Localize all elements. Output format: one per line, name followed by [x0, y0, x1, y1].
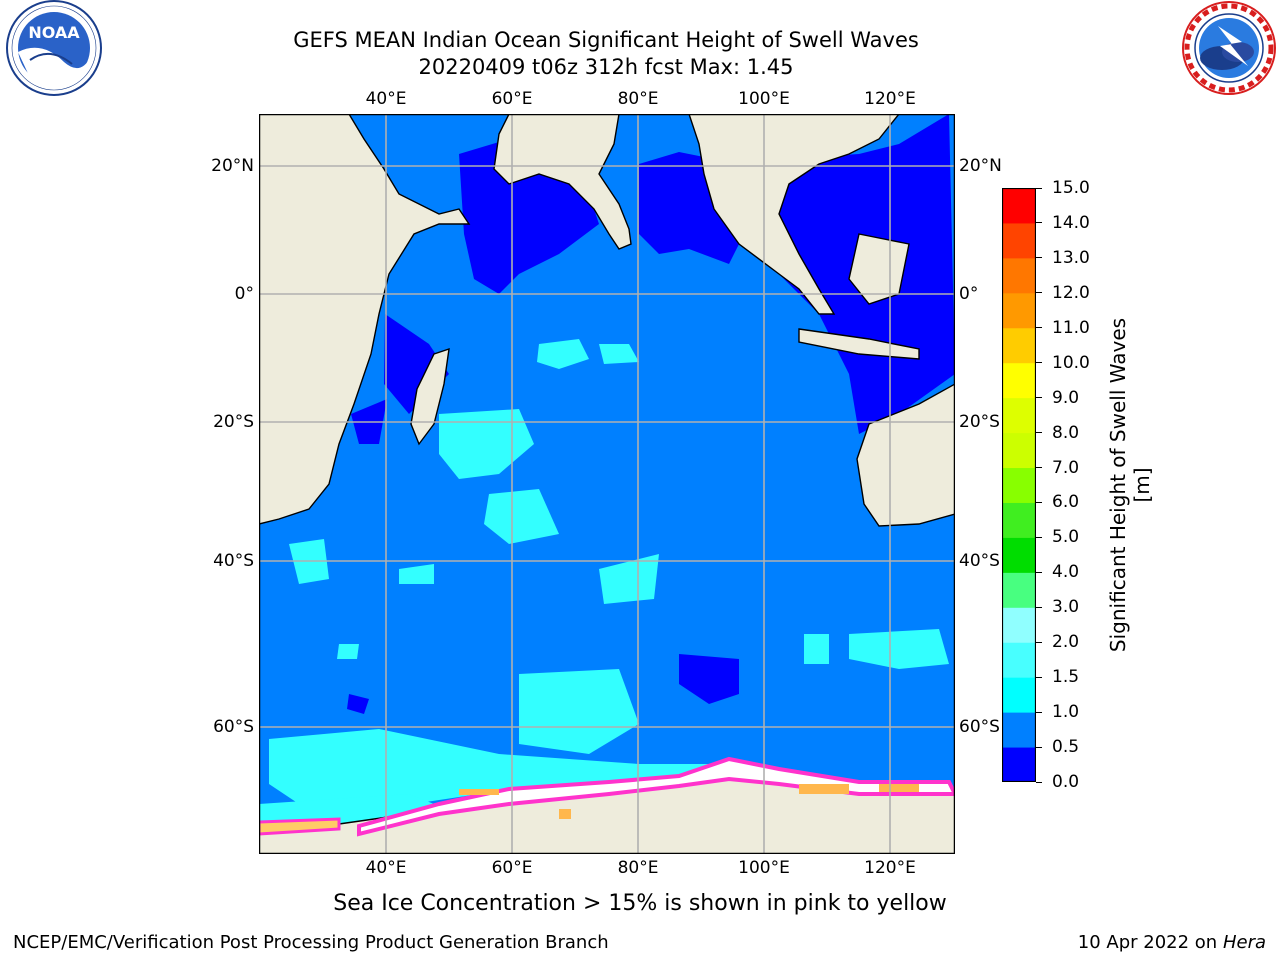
colorbar-tick-mark: [1036, 257, 1042, 259]
colorbar-tick-label: 1.0: [1052, 702, 1080, 723]
footer-left: NCEP/EMC/Verification Post Processing Pr…: [13, 932, 609, 953]
colorbar-cell: [1002, 362, 1036, 399]
colorbar-tick-label: 9.0: [1052, 387, 1080, 408]
lon-tick-top: 60°E: [491, 89, 533, 109]
colorbar-tick-mark: [1036, 292, 1042, 294]
colorbar-tick-label: 0.0: [1052, 772, 1080, 792]
lat-tick-left: 20°S: [213, 412, 254, 432]
colorbar-tick-mark: [1036, 362, 1042, 364]
lon-tick-top: 80°E: [617, 89, 659, 109]
colorbar-cell: [1002, 677, 1036, 713]
graticule: [259, 114, 955, 854]
sea-ice-edge-west: [259, 817, 341, 836]
map: [259, 114, 955, 854]
colorbar-cell: [1002, 397, 1036, 434]
colorbar-tick-label: 8.0: [1052, 422, 1080, 443]
colorbar-tick-label: 12.0: [1052, 282, 1090, 303]
lat-tick-right: 60°S: [959, 717, 1000, 737]
colorbar-tick-label: 13.0: [1052, 247, 1090, 268]
colorbar-tick-mark: [1036, 746, 1042, 748]
colorbar-tick-label: 5.0: [1052, 527, 1080, 548]
lon-tick-bottom: 80°E: [617, 858, 659, 878]
colorbar-tick-mark: [1036, 222, 1042, 224]
lat-tick-right: 20°N: [959, 156, 1002, 176]
lon-tick-top: 40°E: [365, 89, 407, 109]
colorbar-tick-label: 6.0: [1052, 492, 1080, 513]
footer-host: Hera: [1222, 932, 1266, 953]
lon-tick-top: 120°E: [864, 89, 916, 109]
colorbar-tick-mark: [1036, 781, 1042, 783]
colorbar-tick-label: 1.5: [1052, 667, 1080, 688]
colorbar-tick-label: 15.0: [1052, 178, 1090, 198]
colorbar-tick-label: 0.5: [1052, 737, 1080, 758]
colorbar-cell: [1002, 712, 1036, 748]
colorbar-tick-mark: [1036, 641, 1042, 643]
map-border: [259, 114, 955, 854]
footer-right: 10 Apr 2022 on Hera: [1078, 932, 1266, 953]
colorbar-tick-mark: [1036, 187, 1042, 189]
colorbar-cell: [1002, 432, 1036, 469]
colorbar-cell: [1002, 292, 1036, 329]
title-line-1: GEFS MEAN Indian Ocean Significant Heigh…: [293, 28, 919, 52]
colorbar-tick-mark: [1036, 711, 1042, 713]
colorbar-tick-mark: [1036, 676, 1042, 678]
footer-caption: Sea Ice Concentration > 15% is shown in …: [333, 891, 947, 916]
colorbar-cell: [1002, 607, 1036, 643]
noaa-logo-text: NOAA: [28, 23, 80, 42]
colorbar-tick-mark: [1036, 536, 1042, 538]
title-line-2: 20220409 t06z 312h fcst Max: 1.45: [418, 55, 794, 79]
lon-tick-bottom: 60°E: [491, 858, 533, 878]
lat-tick-right: 0°: [959, 284, 979, 304]
lat-tick-left: 60°S: [213, 717, 254, 737]
sea-ice-edge: [357, 756, 955, 837]
nws-logo: [1182, 1, 1276, 95]
colorbar-cell: [1002, 257, 1036, 294]
colorbar-cell: [1002, 502, 1036, 538]
colorbar-cell: [1002, 327, 1036, 364]
colorbar-cell: [1002, 537, 1036, 573]
colorbar-tick-mark: [1036, 571, 1042, 573]
sea-ice-yellow-patches: [459, 784, 919, 819]
colorbar-label: Significant Height of Swell Waves [m]: [1106, 317, 1154, 653]
lon-tick-bottom: 120°E: [864, 858, 916, 878]
colorbar-tick-mark: [1036, 327, 1042, 329]
colorbar-tick-mark: [1036, 501, 1042, 503]
lon-tick-bottom: 40°E: [365, 858, 407, 878]
lat-tick-right: 40°S: [959, 551, 1000, 571]
lat-tick-right: 20°S: [959, 412, 1000, 432]
colorbar-tick-label: 14.0: [1052, 212, 1090, 233]
colorbar-tick-mark: [1036, 467, 1042, 469]
colorbar-tick-mark: [1036, 397, 1042, 399]
colorbar-tick-mark: [1036, 432, 1042, 434]
colorbar-tick-label: 10.0: [1052, 352, 1090, 373]
colorbar-cell: [1002, 188, 1036, 224]
colorbar-tick-label: 2.0: [1052, 632, 1080, 653]
lon-tick-top: 100°E: [738, 89, 790, 109]
colorbar-tick-mark: [1036, 606, 1042, 608]
lat-tick-left: 20°N: [211, 156, 254, 176]
colorbar-cell: [1002, 467, 1036, 503]
noaa-logo: NOAA: [6, 0, 102, 96]
lat-tick-left: 40°S: [213, 551, 254, 571]
colorbar-tick-label: 4.0: [1052, 562, 1080, 583]
colorbar-tick-label: 11.0: [1052, 317, 1090, 338]
colorbar-tick-label: 7.0: [1052, 457, 1080, 478]
colorbar-tick-label: 3.0: [1052, 597, 1080, 618]
colorbar: [1002, 188, 1036, 782]
lat-tick-left: 0°: [234, 284, 254, 304]
colorbar-cell: [1002, 747, 1036, 782]
colorbar-cell: [1002, 572, 1036, 608]
lon-tick-bottom: 100°E: [738, 858, 790, 878]
colorbar-cell: [1002, 642, 1036, 678]
footer-date: 10 Apr 2022 on: [1077, 932, 1223, 953]
colorbar-cell: [1002, 222, 1036, 259]
